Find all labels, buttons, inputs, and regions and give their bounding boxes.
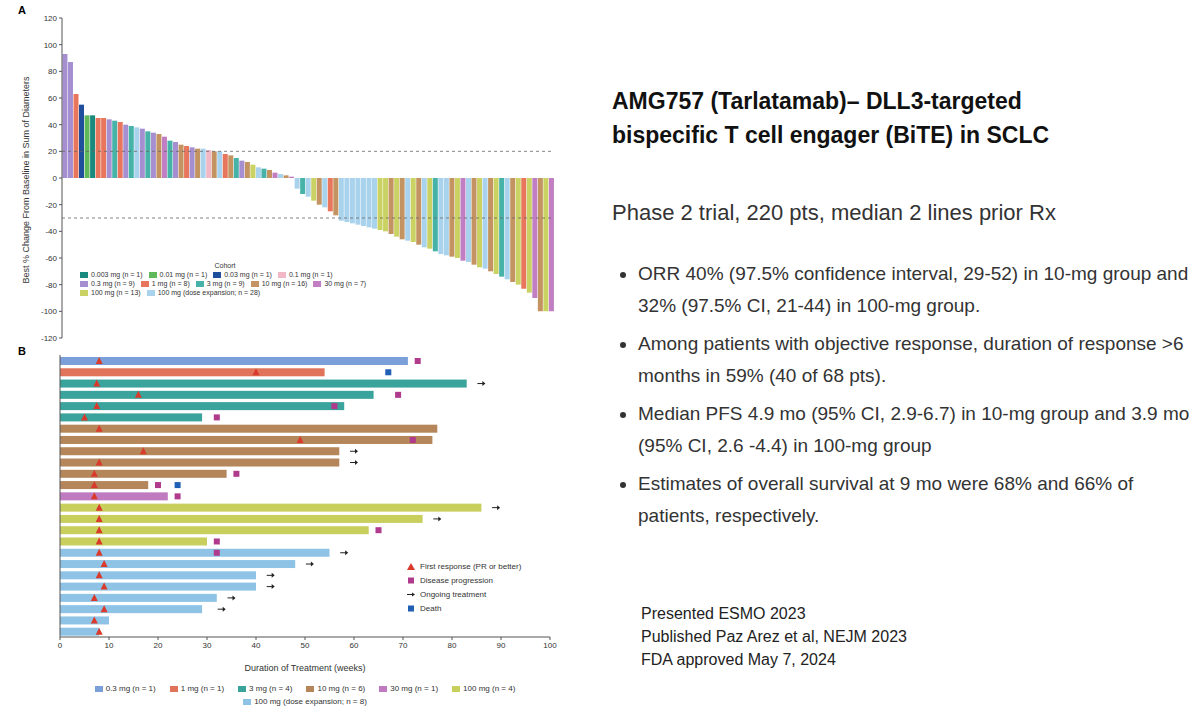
- html-text:Ongoing treatment: Ongoing treatment: [420, 589, 487, 599]
- svg-text:-80: -80: [45, 281, 57, 290]
- svg-text:100: 100: [543, 641, 557, 650]
- html-text:First response (PR or better): First response (PR or better): [420, 561, 522, 571]
- html-text:1 mg (n = 8): 1 mg (n = 8): [151, 280, 190, 287]
- html-text:Among patients with objective: Among patients with objective response, …: [638, 333, 1184, 386]
- html-text:Published Paz Arez et al, NEJM: Published Paz Arez et al, NEJM 2023: [641, 628, 907, 645]
- svg-text:10: 10: [105, 641, 114, 650]
- svg-text:Duration of Treatment (weeks): Duration of Treatment (weeks): [244, 663, 365, 673]
- svg-text:80: 80: [48, 67, 57, 76]
- svg-text:60: 60: [48, 94, 57, 103]
- html-text:100 mg (n = 13): 100 mg (n = 13): [91, 289, 141, 296]
- html-text:100 mg (dose expansion; n = 8): 100 mg (dose expansion; n = 8): [254, 697, 367, 706]
- html-text:3 mg (n = 4): 3 mg (n = 4): [249, 684, 293, 693]
- html-text:Median PFS 4.9 mo (95% CI, 2.9: Median PFS 4.9 mo (95% CI, 2.9-6.7) in 1…: [638, 403, 1190, 456]
- html-text:0.3 mg (n = 9): 0.3 mg (n = 9): [91, 280, 135, 287]
- html-text:AMG757 (Tarlatamab)– DLL3-targ: AMG757 (Tarlatamab)– DLL3-targeted: [612, 88, 1022, 114]
- html-text:3 mg (n = 9): 3 mg (n = 9): [206, 280, 245, 287]
- html-text:Presented ESMO 2023: Presented ESMO 2023: [641, 605, 806, 622]
- html-text:100 mg (n = 4): 100 mg (n = 4): [463, 684, 516, 693]
- svg-text:120: 120: [44, 14, 58, 23]
- html-text:100 mg (dose expansion; n = 28: 100 mg (dose expansion; n = 28): [157, 289, 261, 296]
- html-text:FDA approved May 7, 2024: FDA approved May 7, 2024: [641, 651, 836, 668]
- svg-text:-20: -20: [45, 201, 57, 210]
- html-text:Phase 2 trial, 220 pts, median: Phase 2 trial, 220 pts, median 2 lines p…: [612, 200, 1056, 225]
- html-text:10 mg (n = 6): 10 mg (n = 6): [317, 684, 366, 693]
- svg-text:70: 70: [399, 641, 408, 650]
- svg-text:0: 0: [53, 174, 58, 183]
- html-text:0.1 mg (n = 1): 0.1 mg (n = 1): [288, 271, 333, 278]
- html-text:ORR 40% (97.5% confidence inte: ORR 40% (97.5% confidence interval, 29-5…: [638, 263, 1189, 316]
- svg-text:50: 50: [301, 641, 310, 650]
- svg-text:-120: -120: [41, 334, 58, 343]
- svg-text:-40: -40: [45, 227, 57, 236]
- html-text:bispecific T cell engager (BiT: bispecific T cell engager (BiTE) in SCLC: [612, 122, 1050, 148]
- html-text:1 mg (n = 1): 1 mg (n = 1): [180, 684, 225, 693]
- html-text:Estimates of overall survival: Estimates of overall survival at 9 mo we…: [638, 473, 1134, 526]
- svg-text:40: 40: [252, 641, 261, 650]
- html-text:30 mg (n = 7): 30 mg (n = 7): [324, 280, 367, 287]
- svg-text:-60: -60: [45, 254, 57, 263]
- html-text:Cohort: Cohort: [214, 262, 236, 269]
- html-text:Disease progression: Disease progression: [420, 575, 493, 585]
- html-text:B: B: [18, 345, 26, 357]
- html-text:Best % Change From Baseline in: Best % Change From Baseline in Sum of Di…: [21, 76, 31, 284]
- html-text:Death: Death: [420, 603, 442, 613]
- svg-text:40: 40: [48, 121, 57, 130]
- html-text:A: A: [18, 4, 26, 16]
- svg-text:20: 20: [48, 147, 57, 156]
- svg-text:60: 60: [350, 641, 359, 650]
- svg-text:20: 20: [154, 641, 163, 650]
- svg-text:90: 90: [497, 641, 506, 650]
- html-text:0.3 mg (n = 1): 0.3 mg (n = 1): [105, 684, 156, 693]
- svg-text:100: 100: [44, 41, 58, 50]
- svg-text:80: 80: [448, 641, 457, 650]
- html-text:0.03 mg (n = 1): 0.03 mg (n = 1): [224, 271, 272, 278]
- svg-text:-100: -100: [41, 307, 58, 316]
- html-text:30 mg (n = 1): 30 mg (n = 1): [390, 684, 439, 693]
- svg-text:0: 0: [58, 641, 63, 650]
- html-text:10 mg (n = 16): 10 mg (n = 16): [261, 280, 308, 287]
- svg-text:30: 30: [203, 641, 212, 650]
- html-text:0.01 mg (n = 1): 0.01 mg (n = 1): [159, 271, 208, 278]
- html-text:0.003 mg (n = 1): 0.003 mg (n = 1): [91, 271, 143, 278]
